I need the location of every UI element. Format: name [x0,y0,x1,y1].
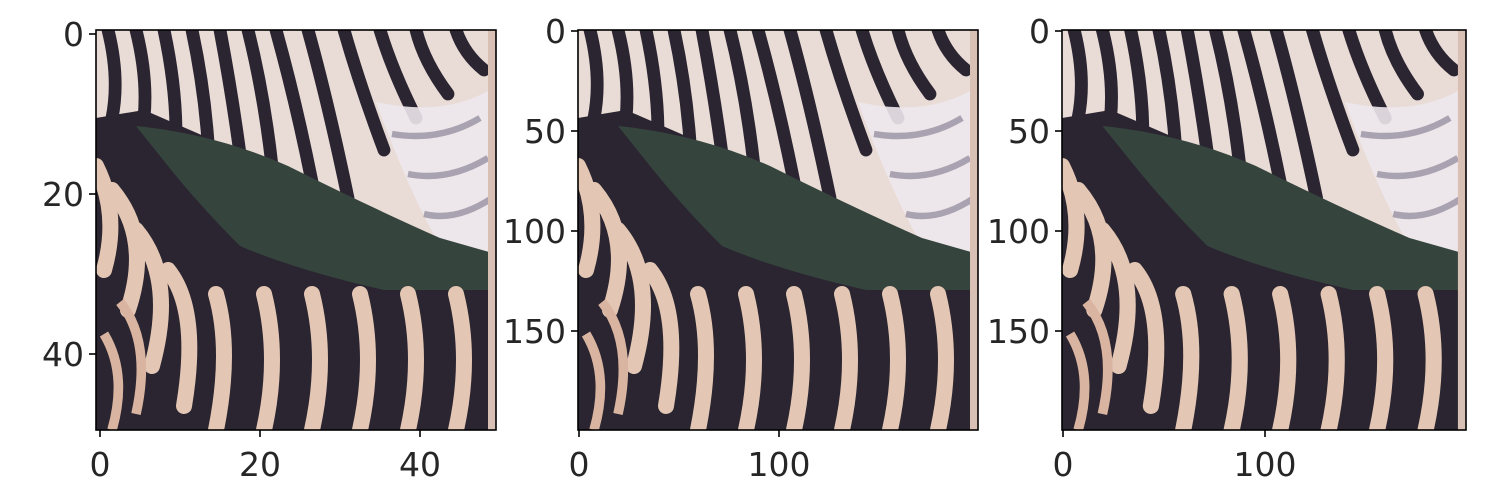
panel-1-image [96,30,496,430]
panel-2: 0 50 100 150 0 100 [503,12,979,484]
panel-1-ytick-label: 0 [63,15,84,54]
panel-1-xtick-label: 20 [239,445,281,484]
panel-3-ytick-label: 100 [987,212,1050,251]
panel-3-ytick-label: 150 [987,312,1050,351]
panel-2-xtick-label: 100 [748,445,811,484]
panel-1-frame [95,29,497,431]
panel-3-ytick-label: 50 [1008,112,1050,151]
panel-3-image [1062,30,1466,430]
panel-3-frame [1061,29,1467,431]
panel-2-image [578,30,978,430]
panel-3-ytick-label: 0 [1029,12,1050,51]
panel-3-xtick-label: 100 [1234,445,1297,484]
panel-1-ytick-label: 20 [42,175,84,214]
panel-3: 0 50 100 150 0 100 [987,12,1467,484]
panel-2-ytick-label: 50 [524,112,566,151]
panel-2-ytick-label: 0 [545,12,566,51]
panel-1-xtick-label: 40 [399,445,441,484]
panel-2-ytick-label: 100 [503,212,566,251]
panel-2-ytick-label: 150 [503,312,566,351]
panel-1-ytick-label: 40 [42,335,84,374]
panel-3-xtick-label: 0 [1053,445,1074,484]
panel-2-frame [577,29,979,431]
panel-2-xtick-label: 0 [569,445,590,484]
panel-1: 0 20 40 0 20 40 [42,15,497,484]
panel-1-xtick-label: 0 [90,445,111,484]
